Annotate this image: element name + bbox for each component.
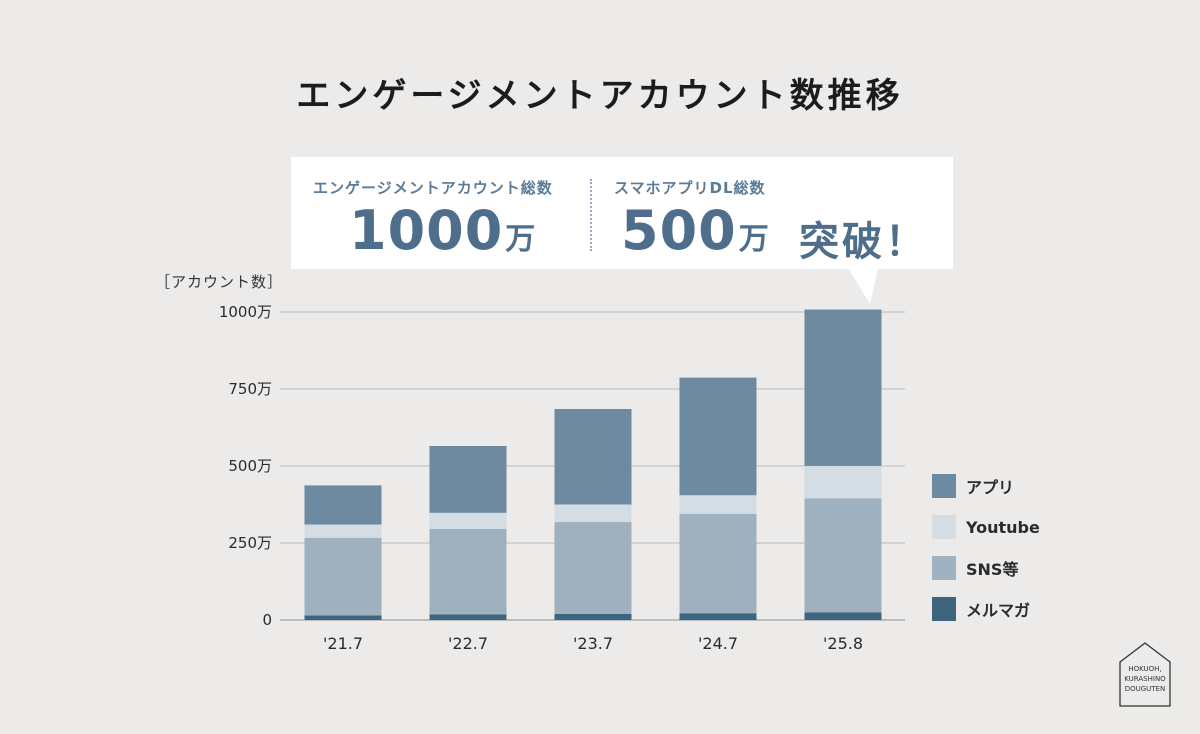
callout-left-label: エンゲージメントアカウント総数 [313, 179, 553, 197]
y-tick-label: 750万 [228, 380, 272, 398]
y-tick-label: 1000万 [219, 303, 272, 321]
bar-segment [429, 528, 507, 615]
legend-swatch-sns [932, 556, 956, 580]
bar-segment [804, 612, 882, 620]
brand-logo: HOKUOH, KURASHINO DOUGUTEN [1119, 642, 1171, 707]
callout-left-value: 1000 [349, 199, 504, 262]
bar-segment [804, 466, 882, 499]
legend-item-app: アプリ [932, 472, 1040, 500]
chart-legend: アプリ Youtube SNS等 メルマガ [932, 472, 1040, 636]
bar-segment [679, 377, 757, 496]
callout-left-value-group: 1000万 [349, 199, 536, 262]
bar-segment [304, 485, 382, 525]
legend-label-youtube: Youtube [966, 517, 1040, 537]
legend-item-youtube: Youtube [932, 513, 1040, 541]
logo-line-3: DOUGUTEN [1125, 685, 1166, 693]
callout-right-value: 500 [621, 199, 737, 262]
callout-right-label: スマホアプリDL総数 [614, 179, 766, 197]
legend-swatch-app [932, 474, 956, 498]
bar-segment [429, 512, 507, 529]
y-tick-label: 500万 [228, 457, 272, 475]
bar-segment [679, 513, 757, 614]
legend-swatch-newsletter [932, 597, 956, 621]
bar-segment [554, 522, 632, 614]
callout-right-unit: 万 [738, 222, 770, 257]
bar-segment [679, 613, 757, 620]
callout-tail [848, 268, 878, 304]
x-tick-label: '24.7 [698, 634, 738, 653]
legend-label-app: アプリ [966, 478, 1015, 497]
legend-label-newsletter: メルマガ [966, 601, 1031, 620]
bar-segment [804, 309, 882, 466]
bar-segment [554, 409, 632, 505]
callout-right-value-group: 500万 [621, 199, 770, 262]
callout-divider [590, 179, 592, 251]
bar-segment [304, 537, 382, 616]
x-tick-label: '25.8 [823, 634, 863, 653]
logo-line-2: KURASHINO [1124, 675, 1166, 683]
legend-item-newsletter: メルマガ [932, 595, 1040, 623]
legend-swatch-youtube [932, 515, 956, 539]
callout-exclaim: 突破！ [799, 219, 928, 265]
y-tick-label: 0 [262, 611, 272, 629]
bar-segment [554, 613, 632, 620]
bar-segment [429, 445, 507, 513]
bar-segment [304, 524, 382, 538]
legend-label-sns: SNS等 [966, 560, 1019, 579]
x-tick-label: '23.7 [573, 634, 613, 653]
bar-segment [304, 615, 382, 620]
x-tick-label: '21.7 [323, 634, 363, 653]
bar-segment [679, 495, 757, 514]
y-tick-label: 250万 [228, 534, 272, 552]
callout-box: エンゲージメントアカウント総数 1000万 スマホアプリDL総数 500万 突破… [291, 157, 953, 269]
bar-segment [429, 614, 507, 620]
y-axis-unit-label: ［アカウント数］ [155, 273, 284, 291]
x-tick-label: '22.7 [448, 634, 488, 653]
logo-line-1: HOKUOH, [1128, 665, 1161, 673]
bar-segment [554, 504, 632, 523]
legend-item-sns: SNS等 [932, 554, 1040, 582]
callout-left-unit: 万 [505, 222, 537, 257]
page-title: エンゲージメントアカウント数推移 [296, 76, 904, 116]
bar-segment [804, 498, 882, 613]
